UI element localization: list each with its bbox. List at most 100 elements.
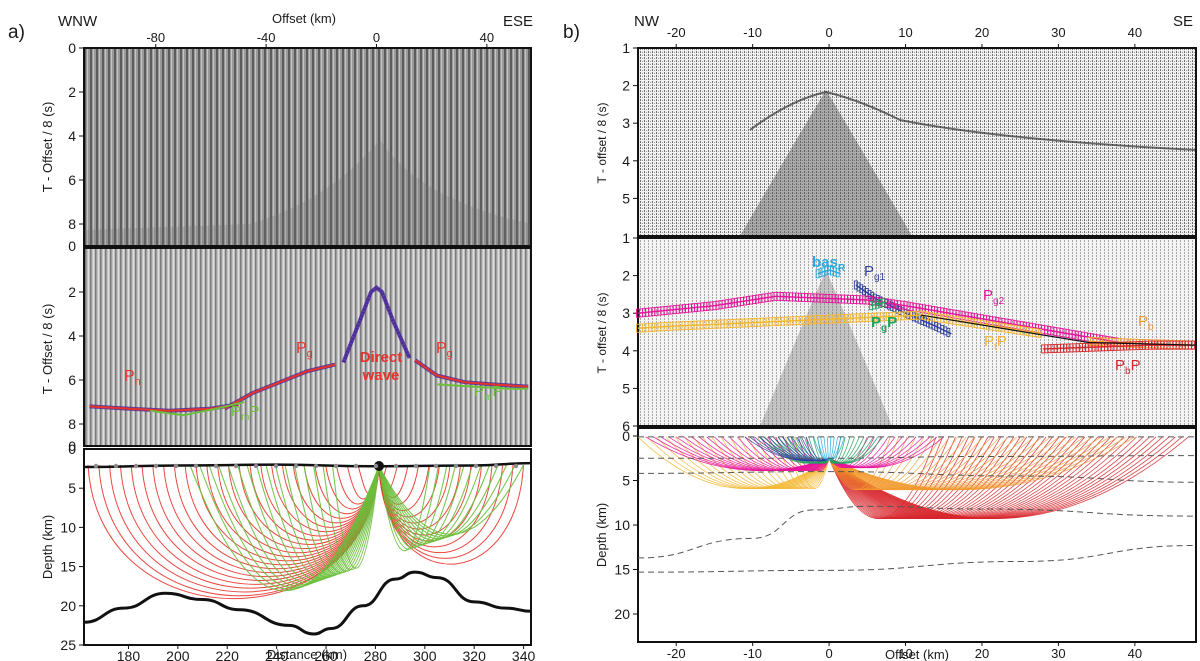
raypath-green	[265, 464, 380, 580]
raypath-pg2	[775, 436, 830, 471]
raypath-green	[303, 464, 380, 574]
time-tick-label: 4	[68, 328, 76, 344]
depth-tick-label: 15	[614, 562, 630, 578]
panel-a-section-1-frame	[83, 47, 532, 247]
raypath-green	[246, 464, 380, 583]
time-tick-label: 4	[68, 128, 76, 144]
raypath-green	[331, 464, 380, 569]
panel-a-raypaths	[87, 464, 524, 600]
depth-tick-label: 5	[622, 473, 630, 489]
raypath-green	[293, 464, 380, 575]
pick-curve	[150, 401, 245, 417]
pick-curve	[437, 383, 529, 390]
offset-tick-label: -20	[667, 646, 686, 661]
receiver-marker	[173, 463, 179, 469]
panel-a-offset-ticks: -80 -40 0 40	[146, 30, 494, 48]
offset-tick-label: 20	[975, 25, 989, 40]
depth-tick-label: 5	[68, 480, 76, 496]
panel-a-shot-marker	[374, 461, 384, 471]
panel-a-depth-frame	[83, 448, 532, 646]
panel-b-seismic-section-1	[638, 48, 1196, 236]
phase-label-pmp-right: PmP	[474, 383, 502, 403]
raypath-pg2	[782, 436, 830, 471]
panel-a-seismic-section-2	[84, 248, 531, 446]
panel-b-section-1-frame	[637, 47, 1197, 237]
receiver-marker	[393, 463, 399, 469]
panel-b-section-1-ylabel: T - offset / 8 (s)	[595, 103, 609, 184]
panel-b-section-2-ylabel: T - offset / 8 (s)	[595, 293, 609, 374]
panel-b-tag: b)	[563, 22, 580, 43]
raypath-green	[208, 464, 380, 589]
panel-b-interfaces	[637, 436, 1197, 573]
panel-a-seismic-section-1	[84, 48, 531, 246]
panel-a-depth-ticks: 5 10 15 20 25 0	[60, 441, 84, 653]
raypath-green	[198, 464, 380, 590]
distance-tick-label: 200	[166, 648, 190, 661]
phase-label-direct-wave-2: wave	[362, 367, 400, 384]
panel-b-depth-ticks: 0 5 10 15 20	[614, 428, 638, 622]
panel-a-traveltime-picks	[89, 285, 529, 417]
panel-b-offset-ticks-bottom: -20 -10 0 10 20 30 40	[667, 642, 1142, 661]
time-tick-label: 2	[68, 284, 76, 300]
distance-tick-label: 300	[413, 648, 437, 661]
receiver-marker	[153, 463, 159, 469]
depth-tick-label: 0	[622, 428, 630, 444]
raypath-green	[322, 464, 380, 571]
time-tick-label: 8	[68, 416, 76, 432]
receiver-marker	[433, 463, 439, 469]
panel-a-receivers	[93, 463, 519, 469]
raypath-red	[378, 464, 524, 565]
panel-b-offset-label: Offset (km)	[885, 647, 949, 661]
panel-a-distance-label: Distance (km)	[267, 647, 347, 661]
raypath-pg2	[737, 436, 830, 471]
offset-tick-label: -10	[743, 646, 762, 661]
offset-tick-label: 20	[975, 646, 989, 661]
time-tick-label: 2	[622, 78, 630, 94]
receiver-marker	[93, 463, 99, 469]
phase-label-bas-r: basR	[812, 254, 846, 274]
raypath-green	[378, 464, 516, 537]
raypath-pt	[646, 436, 830, 489]
offset-tick-label: 40	[1128, 646, 1142, 661]
panel-b-offset-ticks-top: -20 -10 0 10 20 30 40	[667, 25, 1142, 48]
distance-tick-label: 180	[117, 648, 141, 661]
raypath-green	[227, 464, 380, 586]
raypath-red	[378, 464, 514, 559]
depth-tick-label: 20	[614, 606, 630, 622]
receiver-marker	[453, 463, 459, 469]
receiver-marker	[513, 463, 519, 469]
phase-label-pg1: Pg1	[864, 263, 886, 283]
depth-tick-label: 15	[60, 559, 76, 575]
raypath-pg2	[714, 436, 830, 471]
panel-a-section-1-arrival-shadow	[84, 140, 531, 246]
distance-tick-label: 260	[314, 648, 338, 661]
raypath-green	[274, 464, 380, 578]
pick-curve	[870, 301, 887, 307]
phase-label-pmp-left: PmP	[231, 403, 259, 423]
receiver-marker	[273, 463, 279, 469]
panel-b-section-1-arrival-fan	[740, 90, 912, 236]
panel-b-raypaths	[637, 436, 1189, 519]
receiver-marker	[133, 463, 139, 469]
distance-tick-label: 240	[265, 648, 289, 661]
time-tick-label: 6	[68, 372, 76, 388]
depth-tick-label: 20	[60, 598, 76, 614]
time-tick-label: 0	[68, 40, 76, 56]
pick-curve	[224, 363, 336, 410]
receiver-marker	[113, 463, 119, 469]
offset-tick-label: -80	[146, 30, 165, 45]
offset-tick-label: 0	[373, 30, 380, 45]
time-tick-label: 0	[68, 438, 76, 454]
raypath-pb	[828, 436, 1135, 491]
offset-tick-label: 40	[480, 30, 494, 45]
time-tick-label: 4	[622, 153, 630, 169]
receiver-marker	[193, 463, 199, 469]
raypath-pg2	[706, 436, 830, 471]
time-tick-label: 1	[622, 230, 630, 246]
panel-a-depth-label: Depth (km)	[40, 515, 55, 579]
time-tick-label: 8	[68, 216, 76, 232]
phase-label-pn: Pn	[124, 368, 141, 388]
raypath-green	[378, 464, 440, 550]
raypath-bas	[828, 436, 845, 460]
